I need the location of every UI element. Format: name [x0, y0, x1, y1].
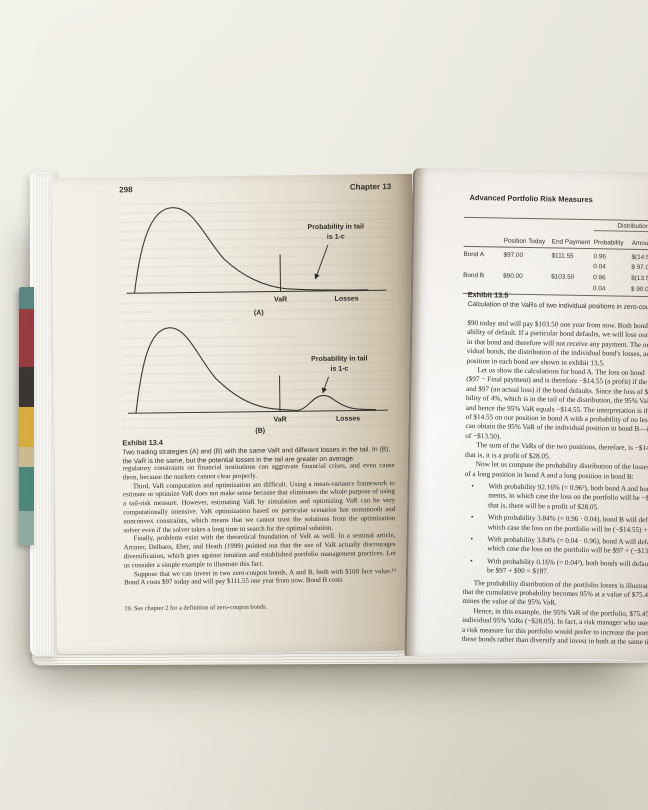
cell-probability: 0.96: [593, 252, 606, 261]
sticky-tab: [19, 511, 34, 545]
sticky-tab: [19, 367, 34, 407]
bullet-icon: •: [470, 534, 474, 544]
paragraph: Finally, problems exist with the theoret…: [123, 532, 396, 570]
line-text: which case the loss on the portfolio wil…: [487, 544, 648, 556]
sticky-tab: [19, 407, 34, 447]
footnote: 19. See chapter 2 for a definition of ze…: [124, 603, 268, 613]
cell-position: $90.00: [503, 272, 523, 280]
text-line: of a long position in bond A and a long …: [465, 469, 648, 483]
right-page: Advanced Portfolio Risk Measures Distrib…: [404, 168, 648, 661]
bullet-icon: •: [470, 556, 473, 565]
sticky-tab: [19, 447, 34, 467]
line-text: that is, it is a profit of $28.05.: [464, 450, 551, 461]
annotation-line1-b: Probability in tail: [311, 355, 368, 363]
annotation-line2-b: is 1-c: [330, 366, 348, 373]
text-line: be $97 + $90 = $187.: [463, 566, 648, 580]
left-page-body: regulatory constraints on financial inst…: [123, 462, 396, 588]
row-label: [463, 265, 503, 266]
distribution-curve-b: [135, 327, 376, 414]
chart-a-label: (A): [254, 310, 264, 317]
x-axis: [127, 409, 388, 414]
col-header: Amount of: [631, 239, 648, 248]
cell-probability: 0.96: [593, 274, 606, 282]
annotation-line1-a: Probability in tail: [307, 223, 364, 231]
col-header: Position Today: [503, 237, 546, 246]
sticky-tab: [19, 287, 34, 309]
losses-label-b: Losses: [336, 415, 360, 422]
text-line: these bonds rather than diversify and in…: [462, 635, 648, 649]
col-header: [464, 244, 504, 245]
sticky-tab: [19, 467, 34, 511]
line-text: of a long position in bond A and a long …: [464, 469, 634, 481]
cell-position: [503, 287, 551, 288]
cell-amount: $ 97.00: [631, 264, 648, 272]
exhibit-13-5: Exhibit 13.5 Calculation of the VaRs of …: [468, 290, 648, 314]
var-label-b: VaR: [273, 416, 286, 423]
cell-probability: 0.04: [592, 284, 606, 292]
line-text: mines the value of the 95% VaR.: [462, 597, 557, 607]
annotation-arrow-b: [321, 376, 329, 394]
var-label-a: VaR: [274, 296, 287, 303]
exhibit-table: Distribution of Losses Position Today En…: [462, 216, 648, 299]
left-page: 298 Chapter 13 Probability in tail is 1-…: [51, 173, 418, 655]
annotation-arrow-a: [314, 244, 329, 280]
paragraph: Third, VaR computation and optimization …: [122, 479, 396, 534]
annotation-line2-a: is 1-c: [327, 234, 345, 241]
cell-position: $97.00: [503, 251, 524, 259]
distribution-curve-a: [133, 207, 369, 294]
chart-b: Probability in tail is 1-c VaR Losses (B…: [127, 327, 388, 435]
row-label: Bond B: [463, 271, 485, 280]
line-text: of −$13.50).: [465, 431, 502, 441]
cell-position: [503, 265, 551, 266]
cell-amount: $(14.55): [631, 253, 648, 262]
cell-end-payment: [551, 266, 593, 267]
text-line: which case the loss on the portfolio wil…: [464, 522, 648, 536]
page-number: 298: [119, 185, 133, 195]
chart-b-label: (B): [255, 428, 265, 435]
text-line: that is, there will be a profit of $28.0…: [464, 501, 648, 515]
row-label: Bond A: [463, 250, 485, 259]
cover-tabs-strip: [19, 287, 34, 545]
running-head: Advanced Portfolio Risk Measures: [469, 192, 593, 205]
sticky-tab: [19, 309, 34, 367]
x-axis: [126, 289, 387, 294]
span-header: Distribution of Losses: [593, 222, 648, 234]
line-text: which case the loss on the portfolio wil…: [487, 522, 648, 534]
line-text: that is, there will be a profit of $28.0…: [488, 501, 599, 512]
row-label: [463, 286, 503, 287]
col-header: End Payment: [551, 238, 591, 247]
cell-amount: $(13.50): [631, 274, 648, 283]
left-page-header: 298 Chapter 13: [119, 182, 391, 194]
cell-end-payment: $103.50: [551, 273, 575, 281]
paragraph: Suppose that we can invest in two zero-c…: [124, 567, 396, 587]
cell-probability: 0.04: [593, 263, 606, 271]
bullet-icon: •: [471, 481, 475, 491]
chapter-header: Chapter 13: [349, 182, 392, 192]
line-text: be $97 + $90 = $187.: [486, 566, 549, 576]
chart-a: Probability in tail is 1-c VaR Losses (A…: [126, 207, 387, 317]
col-header: Probability: [593, 239, 624, 247]
text-line: which case the loss on the portfolio wil…: [463, 544, 648, 558]
cell-end-payment: $111.55: [551, 252, 574, 260]
exhibit-caption: Calculation of the VaRs of two individua…: [467, 300, 648, 312]
losses-label-a: Losses: [335, 295, 359, 302]
bullet-icon: •: [470, 513, 474, 522]
right-page-body: $90 today and will pay $103.50 one year …: [462, 319, 648, 649]
cell-end-payment: [551, 288, 593, 289]
